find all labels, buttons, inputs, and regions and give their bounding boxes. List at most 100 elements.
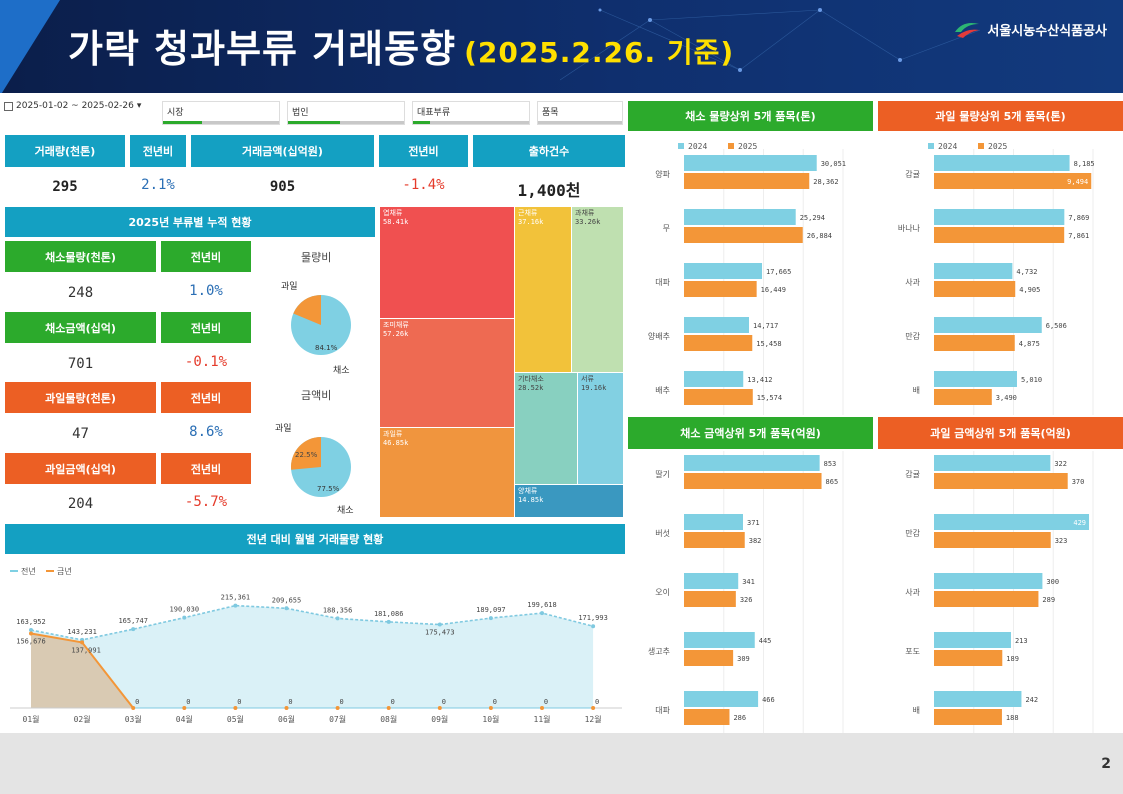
prev-year-point xyxy=(131,627,136,632)
treemap-cell[interactable]: 엽채류 58.41k xyxy=(380,207,514,318)
prev-year-area xyxy=(31,605,594,708)
corporation-filter-track xyxy=(288,121,404,124)
veg-amount-top5-chart: 딸기 853 865 버섯 371 382 오이 341 326 생고추 445 309 대파 466 28… xyxy=(648,451,844,733)
bar xyxy=(934,263,1013,279)
legend-swatch xyxy=(678,143,684,149)
monthly-line-chart: 전년 금년 163,952 143,231 165,747 190,030 215,361 2… xyxy=(10,566,622,724)
volume-pie-veg-pct: 84.1% xyxy=(315,344,338,352)
data-label: 300 xyxy=(1046,578,1059,586)
current-year-data-label: 0 xyxy=(288,698,292,706)
bar xyxy=(684,691,759,707)
org-logo-icon xyxy=(955,23,980,38)
veg-amount-top5-header: 채소 금액상위 5개 품목(억원) xyxy=(628,417,873,449)
prev-year-line xyxy=(30,604,594,641)
item-filter[interactable]: 품목 xyxy=(537,101,623,125)
treemap-cell[interactable]: 과채류 33.26k xyxy=(572,207,623,372)
treemap-cell-name: 근채류 xyxy=(518,209,538,217)
category-filter-track xyxy=(413,121,529,124)
data-label: 242 xyxy=(1025,696,1038,704)
category-label: 사과 xyxy=(905,588,920,597)
prev-year-data-label: 181,086 xyxy=(374,610,404,618)
x-tick-label: 01월 xyxy=(23,714,40,724)
bar xyxy=(684,281,757,297)
x-tick-label: 10월 xyxy=(482,714,499,724)
prev-year-data-label: 143,231 xyxy=(67,628,97,636)
treemap-cell[interactable]: 서류 19.16k xyxy=(578,373,623,484)
data-label: 429 xyxy=(1073,519,1086,527)
title-banner: 가락 청과부류 거래동향 (2025.2.26. 기준) 서울시농수산식품공사 xyxy=(0,0,1123,96)
data-label: 189 xyxy=(1006,655,1019,663)
data-label: 26,884 xyxy=(807,232,832,240)
data-label: 188 xyxy=(1006,714,1019,722)
category-label: 생고추 xyxy=(648,646,670,656)
data-label: 445 xyxy=(759,637,772,645)
data-label: 14,717 xyxy=(753,322,778,330)
prev-year-data-label: 209,655 xyxy=(272,596,302,604)
bar xyxy=(934,371,1017,387)
x-tick-label: 11월 xyxy=(534,714,551,724)
fruit-volume-top5-header: 과일 물량상위 5개 품목(톤) xyxy=(878,101,1123,131)
bar xyxy=(684,227,803,243)
bar xyxy=(934,173,1092,189)
org-logo: 서울시농수산식품공사 xyxy=(953,18,1107,40)
amount-pie-title: 금액비 xyxy=(301,389,332,402)
date-range-filter[interactable]: 2025-01-02 ~ 2025-02-26 ▾ xyxy=(4,101,141,111)
treemap-cell[interactable]: 양채류 14.85k xyxy=(515,485,623,517)
corporation-filter[interactable]: 법인 xyxy=(287,101,405,125)
amount-pie-veg-label: 채소 xyxy=(337,506,354,516)
fruit-volume-value: 47 xyxy=(72,426,89,442)
treemap-cell[interactable]: 조미채류 57.26k xyxy=(380,319,514,427)
kpi-volume-value: 295 xyxy=(52,179,78,195)
data-label: 326 xyxy=(740,596,753,604)
category-label: 딸기 xyxy=(655,469,670,479)
bar xyxy=(934,650,1003,666)
current-year-point xyxy=(488,706,493,710)
fruit-volume-yoy-value: 8.6% xyxy=(189,424,223,440)
amount-pie-chart: 금액비 과일 22.5% 77.5% 채소 xyxy=(275,381,375,516)
treemap-cell[interactable]: 근채류 37.16k xyxy=(515,207,571,372)
current-year-point xyxy=(182,706,187,710)
kpi-volume-yoy-value: 2.1% xyxy=(141,177,175,193)
bar xyxy=(684,209,796,225)
prev-year-data-label: 190,030 xyxy=(170,606,200,614)
item-filter-track xyxy=(538,121,622,124)
bar xyxy=(684,317,750,333)
treemap-cell-name: 조미채류 xyxy=(383,321,409,329)
treemap-cell[interactable]: 기타채소 28.52k xyxy=(515,373,577,484)
corporation-filter-fill xyxy=(288,121,341,124)
monthly-chart-header: 전년 대비 월별 거래물량 현황 xyxy=(5,524,625,554)
current-year-data-label: 0 xyxy=(595,698,599,706)
veg-volume-value: 248 xyxy=(67,285,94,301)
amount-pie-fruit-slice xyxy=(290,437,321,470)
data-label: 15,458 xyxy=(756,340,781,348)
data-label: 371 xyxy=(747,519,760,527)
treemap-cell-value: 14.85k xyxy=(518,495,544,504)
treemap-cell-value: 46.85k xyxy=(383,438,409,447)
current-year-point xyxy=(540,706,544,710)
kpi-amount-yoy-header: 전년비 xyxy=(379,135,468,167)
treemap-cell[interactable]: 과일류 46.85k xyxy=(380,428,514,517)
current-year-point xyxy=(335,706,340,710)
current-year-data-label: 0 xyxy=(339,698,343,706)
legend-label: 2024 xyxy=(688,142,707,151)
prev-year-data-label: 171,993 xyxy=(578,614,608,622)
date-range-text: 2025-01-02 ~ 2025-02-26 xyxy=(16,101,134,111)
data-label: 466 xyxy=(762,696,775,704)
market-filter[interactable]: 시장 xyxy=(162,101,280,125)
veg-amount-yoy-header: 전년비 xyxy=(161,312,251,343)
bar xyxy=(684,473,822,489)
category-filter[interactable]: 대표부류 xyxy=(412,101,530,125)
x-tick-label: 05월 xyxy=(227,714,244,724)
amount-pie-veg-pct: 77.5% xyxy=(317,485,340,493)
category-label: 배 xyxy=(913,386,920,395)
current-year-data-label: 0 xyxy=(442,698,446,706)
category-label: 만감 xyxy=(905,528,920,538)
category-label: 바나나 xyxy=(898,223,921,233)
prev-year-point xyxy=(437,622,442,627)
x-tick-label: 03월 xyxy=(125,714,142,724)
category-filter-fill xyxy=(413,121,431,124)
current-year-data-label: 0 xyxy=(186,698,190,706)
veg-amount-value: 701 xyxy=(67,356,94,372)
bar xyxy=(934,281,1016,297)
category-filter-label: 대표부류 xyxy=(417,108,451,118)
